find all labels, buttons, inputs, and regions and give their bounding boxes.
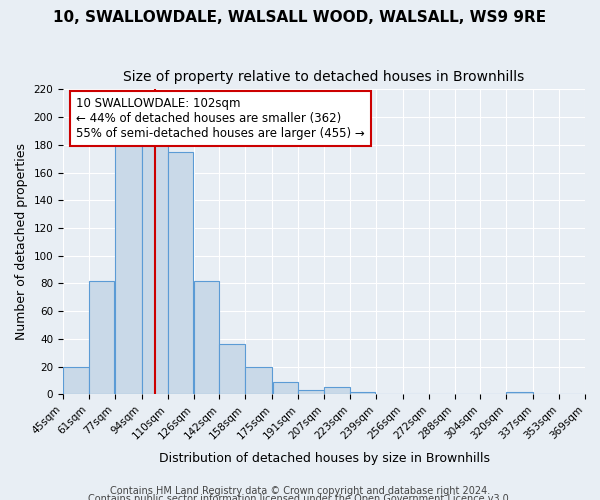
- Bar: [324, 388, 350, 394]
- Text: Contains public sector information licensed under the Open Government Licence v3: Contains public sector information licen…: [88, 494, 512, 500]
- Bar: [115, 145, 142, 394]
- Y-axis label: Number of detached properties: Number of detached properties: [15, 144, 28, 340]
- Text: 10 SWALLOWDALE: 102sqm
← 44% of detached houses are smaller (362)
55% of semi-de: 10 SWALLOWDALE: 102sqm ← 44% of detached…: [76, 97, 365, 140]
- Bar: [272, 382, 298, 394]
- Bar: [220, 344, 245, 395]
- Bar: [245, 366, 272, 394]
- Bar: [168, 152, 193, 394]
- Bar: [298, 390, 324, 394]
- Bar: [350, 392, 376, 394]
- Bar: [63, 366, 89, 394]
- Bar: [194, 280, 219, 394]
- Bar: [89, 280, 115, 394]
- X-axis label: Distribution of detached houses by size in Brownhills: Distribution of detached houses by size …: [158, 452, 490, 465]
- Text: 10, SWALLOWDALE, WALSALL WOOD, WALSALL, WS9 9RE: 10, SWALLOWDALE, WALSALL WOOD, WALSALL, …: [53, 10, 547, 25]
- Bar: [506, 392, 533, 394]
- Bar: [142, 145, 167, 394]
- Title: Size of property relative to detached houses in Brownhills: Size of property relative to detached ho…: [124, 70, 524, 84]
- Text: Contains HM Land Registry data © Crown copyright and database right 2024.: Contains HM Land Registry data © Crown c…: [110, 486, 490, 496]
